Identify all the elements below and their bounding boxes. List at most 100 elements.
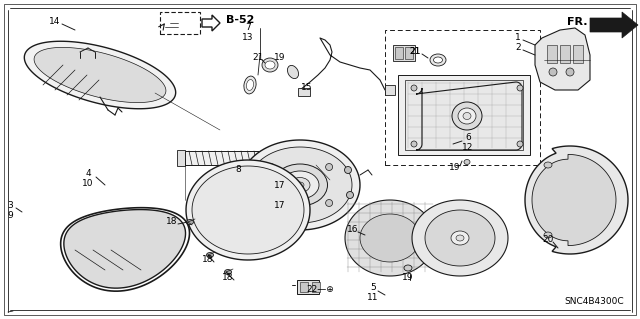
Text: 5: 5 (370, 284, 376, 293)
Polygon shape (398, 75, 530, 155)
Ellipse shape (411, 85, 417, 91)
Polygon shape (240, 140, 360, 230)
Polygon shape (34, 48, 166, 103)
Text: 9: 9 (7, 211, 13, 220)
Text: 19: 19 (449, 164, 461, 173)
Text: 10: 10 (83, 180, 93, 189)
Ellipse shape (456, 235, 464, 241)
Ellipse shape (549, 68, 557, 76)
Text: 6: 6 (465, 133, 471, 143)
Bar (312, 282, 320, 292)
Ellipse shape (517, 85, 523, 91)
Ellipse shape (326, 199, 333, 206)
Text: 4: 4 (85, 169, 91, 179)
Ellipse shape (458, 108, 476, 124)
Ellipse shape (566, 68, 574, 76)
Bar (405, 47, 413, 59)
Ellipse shape (464, 160, 470, 165)
Text: 21: 21 (410, 48, 420, 56)
Ellipse shape (262, 58, 278, 72)
Ellipse shape (273, 164, 328, 206)
Bar (297, 280, 319, 294)
Bar (560, 45, 570, 63)
Text: 19: 19 (403, 273, 413, 283)
Ellipse shape (452, 102, 482, 130)
Text: 11: 11 (367, 293, 379, 302)
Bar (185, 151, 315, 165)
Text: 21: 21 (410, 48, 420, 56)
Bar (393, 45, 415, 61)
Text: 17: 17 (275, 201, 285, 210)
Bar (385, 85, 395, 95)
Bar (315, 152, 323, 164)
Text: 18: 18 (166, 218, 178, 226)
Text: FR.: FR. (567, 17, 588, 27)
Text: SNC4B4300C: SNC4B4300C (564, 298, 624, 307)
Polygon shape (425, 210, 495, 266)
Text: 13: 13 (243, 33, 253, 42)
Text: 20: 20 (542, 235, 554, 244)
Ellipse shape (451, 231, 469, 245)
Text: 18: 18 (222, 273, 234, 283)
Ellipse shape (225, 270, 232, 275)
Polygon shape (360, 214, 420, 262)
Text: 16: 16 (348, 226, 359, 234)
Text: 2: 2 (515, 43, 521, 53)
Polygon shape (535, 28, 590, 90)
Ellipse shape (281, 171, 319, 199)
Bar (177, 150, 185, 166)
Polygon shape (405, 80, 523, 150)
Bar (385, 30, 540, 165)
Polygon shape (192, 166, 304, 254)
Text: 3: 3 (7, 201, 13, 210)
Ellipse shape (326, 164, 333, 170)
Polygon shape (24, 41, 176, 109)
Ellipse shape (268, 164, 275, 170)
Polygon shape (64, 210, 186, 288)
Text: 12: 12 (462, 144, 474, 152)
Text: 22—⊕: 22—⊕ (306, 286, 334, 294)
Ellipse shape (265, 61, 275, 69)
Text: 17: 17 (275, 181, 285, 189)
Ellipse shape (544, 232, 552, 238)
Ellipse shape (207, 253, 214, 257)
Text: 19: 19 (275, 54, 285, 63)
Polygon shape (532, 154, 616, 246)
Ellipse shape (517, 141, 523, 147)
Ellipse shape (186, 219, 193, 225)
Ellipse shape (344, 167, 351, 174)
Ellipse shape (404, 265, 412, 271)
Polygon shape (202, 15, 220, 31)
Ellipse shape (244, 76, 256, 94)
Polygon shape (186, 160, 310, 260)
Bar (160, 12, 200, 34)
Ellipse shape (346, 191, 353, 198)
Text: 8: 8 (235, 166, 241, 174)
Bar (573, 45, 583, 63)
Ellipse shape (290, 177, 310, 192)
Ellipse shape (246, 79, 253, 91)
Ellipse shape (411, 141, 417, 147)
Polygon shape (345, 200, 435, 276)
Polygon shape (590, 12, 638, 38)
Text: 1: 1 (515, 33, 521, 42)
Text: 21: 21 (252, 54, 264, 63)
Bar (547, 45, 557, 63)
Bar (298, 88, 310, 96)
Bar (300, 282, 308, 292)
Polygon shape (248, 147, 352, 223)
Text: B-52: B-52 (226, 15, 254, 25)
Text: 14: 14 (49, 18, 61, 26)
Ellipse shape (296, 182, 304, 188)
Text: 15: 15 (301, 83, 313, 92)
Polygon shape (412, 200, 508, 276)
Ellipse shape (433, 57, 442, 63)
Ellipse shape (463, 113, 471, 120)
Polygon shape (525, 146, 628, 254)
Ellipse shape (430, 54, 446, 66)
Ellipse shape (287, 65, 299, 78)
Text: 7: 7 (245, 24, 251, 33)
Bar (395, 47, 403, 59)
Text: 18: 18 (202, 256, 214, 264)
Ellipse shape (544, 162, 552, 168)
